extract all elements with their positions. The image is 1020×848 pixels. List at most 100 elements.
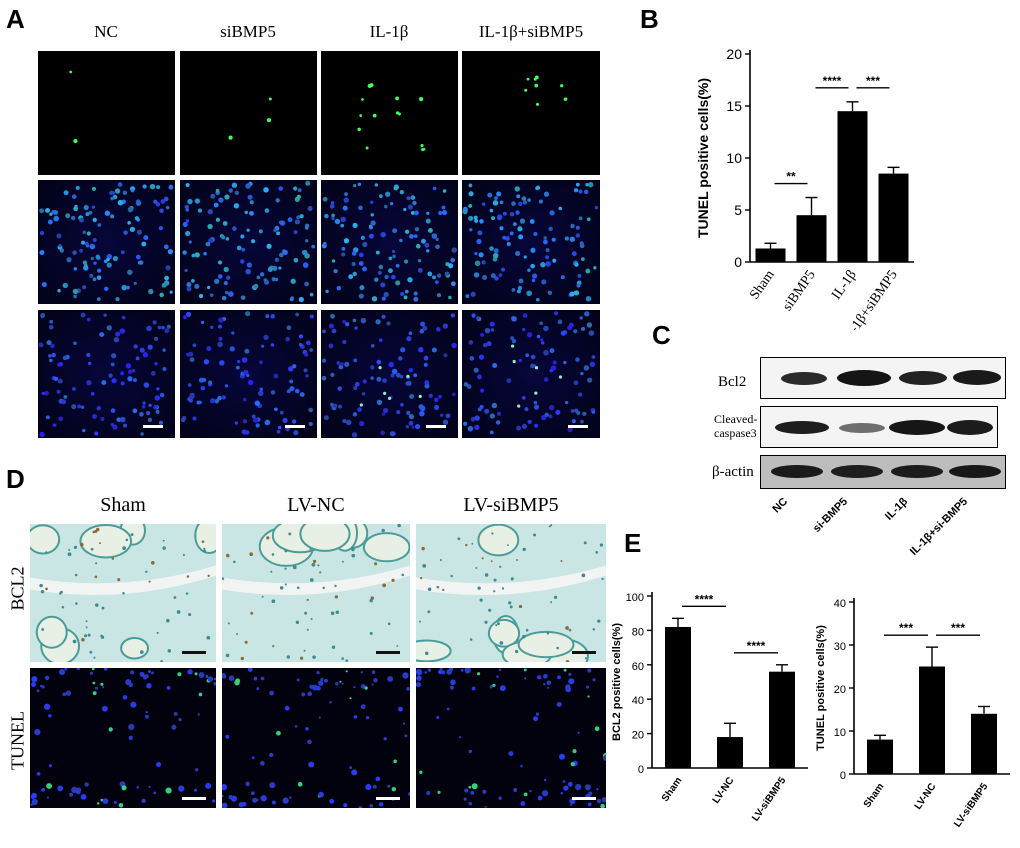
nucleus — [318, 791, 324, 798]
chondrocyte — [581, 573, 586, 578]
nucleus — [487, 192, 493, 198]
nucleus — [460, 669, 464, 672]
nucleus — [198, 293, 204, 299]
nucleus — [369, 803, 374, 808]
nucleus — [414, 210, 419, 216]
tunel-positive-cell — [523, 792, 528, 797]
tunel-positive-cell — [563, 97, 568, 101]
nucleus — [406, 336, 412, 342]
nucleus — [93, 261, 97, 265]
nucleus — [217, 395, 222, 401]
nucleus — [419, 410, 425, 417]
tunel-positive-cell — [297, 782, 303, 787]
nucleus — [469, 228, 473, 232]
micrograph-panel-a — [462, 310, 600, 438]
nucleus — [82, 285, 87, 290]
chondrocyte — [548, 525, 551, 528]
nucleus — [47, 219, 53, 225]
tunel-positive-cell — [437, 790, 441, 794]
nucleus — [388, 256, 393, 261]
nucleus — [587, 668, 592, 673]
nucleus — [279, 220, 286, 226]
nucleus — [540, 341, 545, 345]
nucleus — [316, 671, 320, 675]
nucleus — [360, 671, 363, 674]
nucleus — [482, 789, 487, 794]
chondrocyte — [93, 656, 96, 659]
nucleus — [536, 334, 541, 339]
nucleus — [127, 376, 133, 382]
panel-d-row-label-tunel: TUNEL — [7, 711, 28, 770]
nucleus — [271, 800, 276, 805]
nucleus — [476, 238, 482, 245]
nucleus — [31, 792, 37, 799]
nucleus — [255, 798, 259, 802]
nucleus — [293, 430, 299, 436]
nucleus — [342, 339, 347, 345]
nucleus — [234, 190, 239, 195]
nucleus — [400, 291, 405, 297]
micrograph-panel-a — [180, 51, 317, 175]
chondrocyte — [162, 546, 166, 550]
nucleus — [410, 195, 416, 200]
nucleus — [256, 687, 260, 691]
nucleus — [36, 689, 40, 693]
bone-marrow-region — [416, 639, 452, 662]
bar — [878, 173, 909, 262]
nucleus — [333, 269, 338, 274]
nucleus — [287, 217, 293, 223]
nucleus — [481, 260, 486, 265]
nucleus — [154, 362, 158, 366]
nucleus — [91, 186, 97, 191]
nucleus — [442, 189, 447, 193]
nucleus — [535, 186, 539, 191]
nucleus — [357, 182, 362, 187]
nucleus — [423, 362, 428, 367]
micrograph-cells — [182, 180, 316, 303]
nucleus — [83, 265, 89, 271]
nucleus — [295, 312, 300, 317]
nucleus — [548, 226, 553, 232]
tunel-positive-cell — [393, 759, 397, 764]
micrograph-cells — [357, 83, 426, 152]
nucleus — [303, 368, 308, 373]
nucleus — [431, 233, 438, 239]
nucleus — [298, 342, 303, 347]
tunel-histology-image — [416, 668, 606, 808]
nucleus — [269, 753, 274, 758]
nucleus — [307, 206, 313, 212]
chondrocyte — [292, 565, 297, 570]
nucleus — [31, 798, 38, 806]
blot-lane-label: IL-1β — [883, 495, 910, 522]
nucleus — [413, 234, 418, 238]
nucleus — [362, 241, 368, 248]
nucleus — [290, 296, 294, 300]
nucleus — [323, 415, 329, 421]
nucleus — [110, 423, 115, 427]
nucleus — [468, 191, 474, 197]
chondrocyte — [553, 595, 558, 599]
tunel-positive-cell — [422, 147, 426, 151]
nucleus — [263, 278, 268, 283]
nucleus — [371, 296, 378, 302]
nucleus — [543, 673, 548, 679]
micrograph-cells — [69, 70, 78, 144]
nucleus — [142, 352, 149, 358]
nucleus — [380, 430, 385, 436]
nucleus — [564, 236, 570, 241]
nucleus — [547, 290, 553, 296]
nucleus — [416, 681, 421, 688]
nucleus — [516, 194, 521, 199]
nucleus — [270, 343, 275, 347]
nucleus — [587, 377, 593, 383]
nucleus — [112, 424, 118, 430]
nucleus — [580, 371, 584, 376]
nucleus — [207, 209, 213, 215]
nucleus — [87, 361, 92, 366]
tunel-positive-cell — [349, 697, 352, 700]
nucleus — [442, 323, 449, 329]
nucleus — [184, 268, 188, 273]
nucleus — [548, 404, 555, 411]
nucleus — [418, 346, 424, 353]
nucleus — [523, 255, 527, 259]
